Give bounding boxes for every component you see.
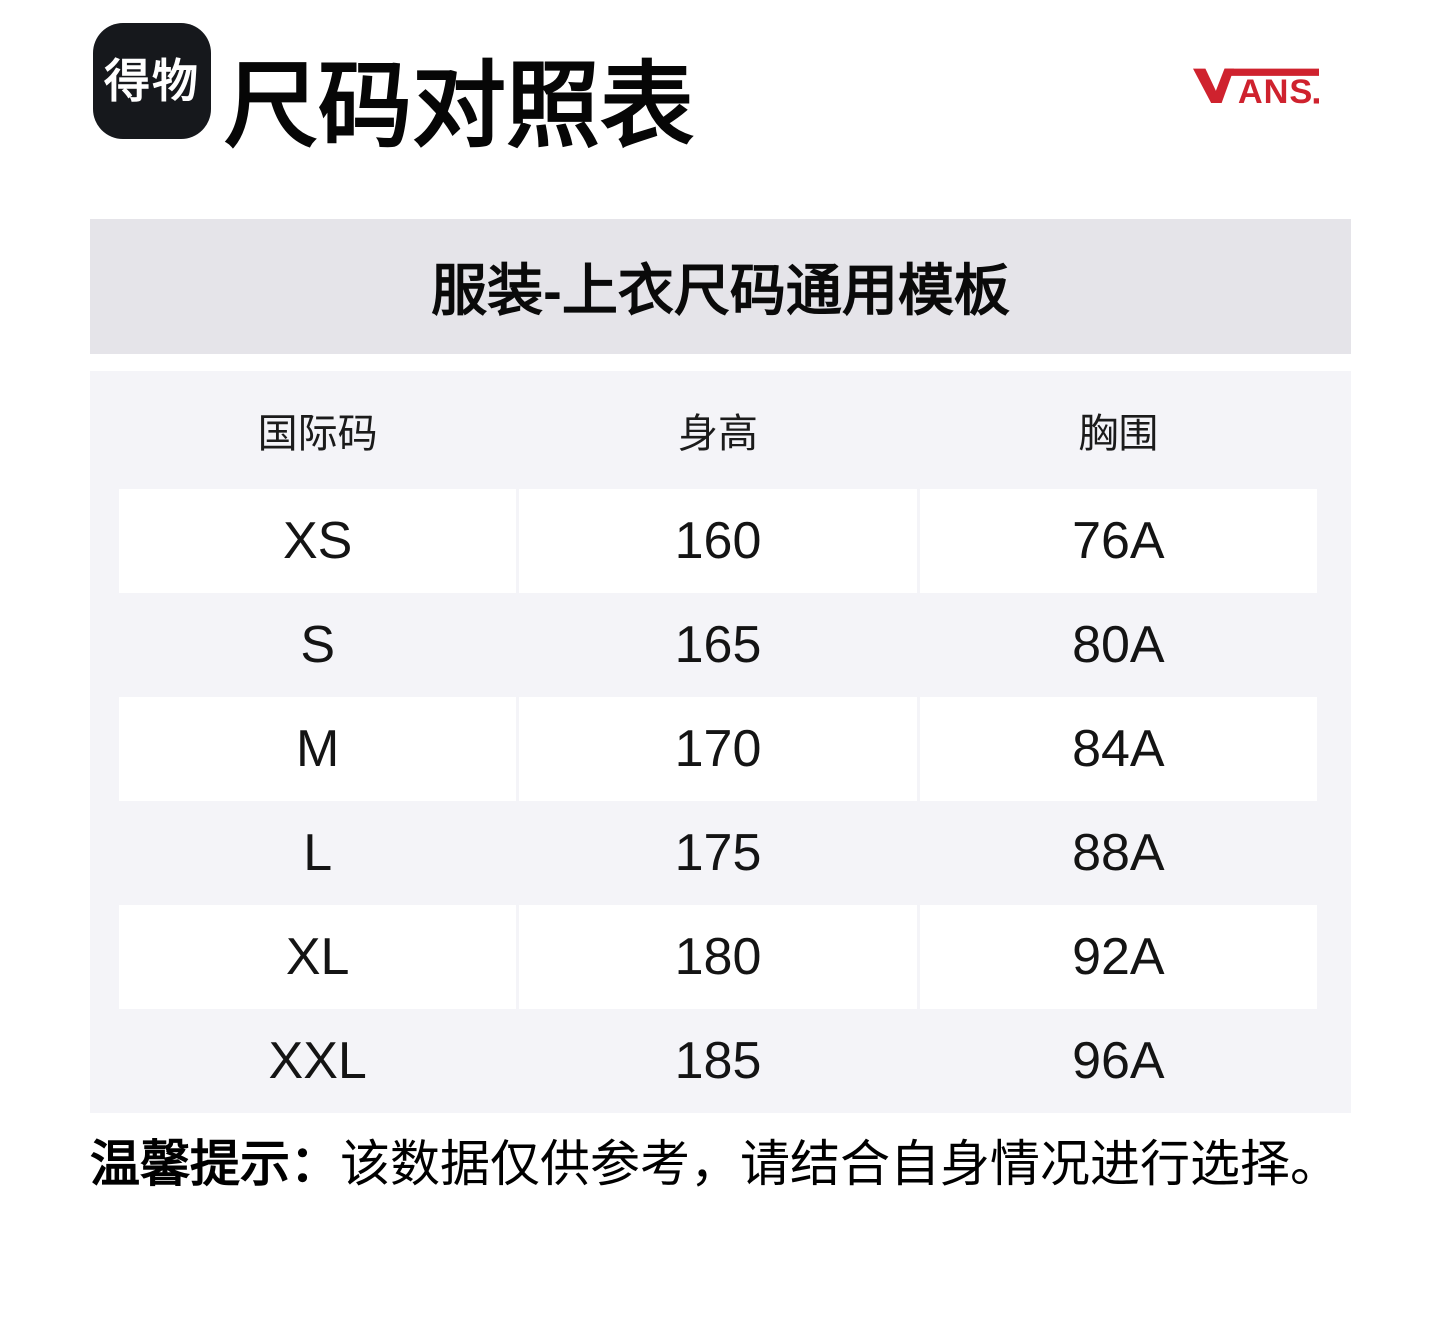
table-cell-size: XXL [268, 1032, 367, 1090]
table-body: XS 160 76A S 165 80A M 170 84A L 175 88A XL 180 92A XXL… [90, 489, 1351, 1113]
table-cell-size: XS [119, 489, 517, 593]
reference-note: 温馨提示：该数据仅供参考，请结合自身情况进行选择。 [90, 1132, 1390, 1196]
table-cell-chest: 84A [919, 697, 1317, 801]
table-cell-height: 185 [674, 1032, 762, 1090]
size-table: 国际码 身高 胸围 XS 160 76A S 165 80A M 170 84A L 175 88A X… [90, 371, 1351, 1113]
table-cell-height: 180 [519, 905, 917, 1009]
table-cell-chest: 88A [1072, 824, 1165, 882]
table-cell-size: L [303, 824, 333, 882]
table-cell-size: S [300, 616, 335, 674]
table-cell-height: 160 [519, 489, 917, 593]
dewu-logo-text: 得物 [104, 55, 200, 107]
vans-brand-logo-icon: ANS [1193, 60, 1319, 106]
note-label: 温馨提示： [90, 1136, 340, 1192]
page-title: 尺码对照表 [224, 53, 695, 158]
table-cell-height: 170 [519, 697, 917, 801]
size-template-title: 服装-上衣尺码通用模板 [431, 259, 1010, 322]
column-header-height: 身高 [677, 412, 758, 456]
table-cell-size: M [119, 697, 517, 801]
table-cell-height: 175 [674, 824, 762, 882]
column-header-chest: 胸围 [1078, 412, 1159, 456]
svg-text:ANS: ANS [1238, 73, 1313, 106]
table-cell-chest: 96A [1072, 1032, 1165, 1090]
column-header-intl-size: 国际码 [257, 412, 378, 456]
note-text: 该数据仅供参考，请结合自身情况进行选择。 [340, 1136, 1340, 1192]
dewu-app-logo: 得物 [93, 23, 211, 139]
table-row: L 175 88A [90, 801, 1351, 905]
table-cell-chest: 92A [919, 905, 1317, 1009]
vans-logo-icon: ANS [1193, 68, 1319, 106]
table-row: S 165 80A [90, 593, 1351, 697]
table-cell-size: XL [119, 905, 517, 1009]
size-template-banner: 服装-上衣尺码通用模板 [90, 219, 1351, 354]
table-cell-chest: 80A [1072, 616, 1165, 674]
table-row: XS 160 76A [90, 489, 1351, 593]
table-row: M 170 84A [90, 697, 1351, 801]
table-cell-height: 165 [674, 616, 762, 674]
table-row: XL 180 92A [90, 905, 1351, 1009]
table-row: XXL 185 96A [90, 1009, 1351, 1113]
table-cell-chest: 76A [919, 489, 1317, 593]
table-header-row: 国际码 身高 胸围 [90, 371, 1351, 489]
